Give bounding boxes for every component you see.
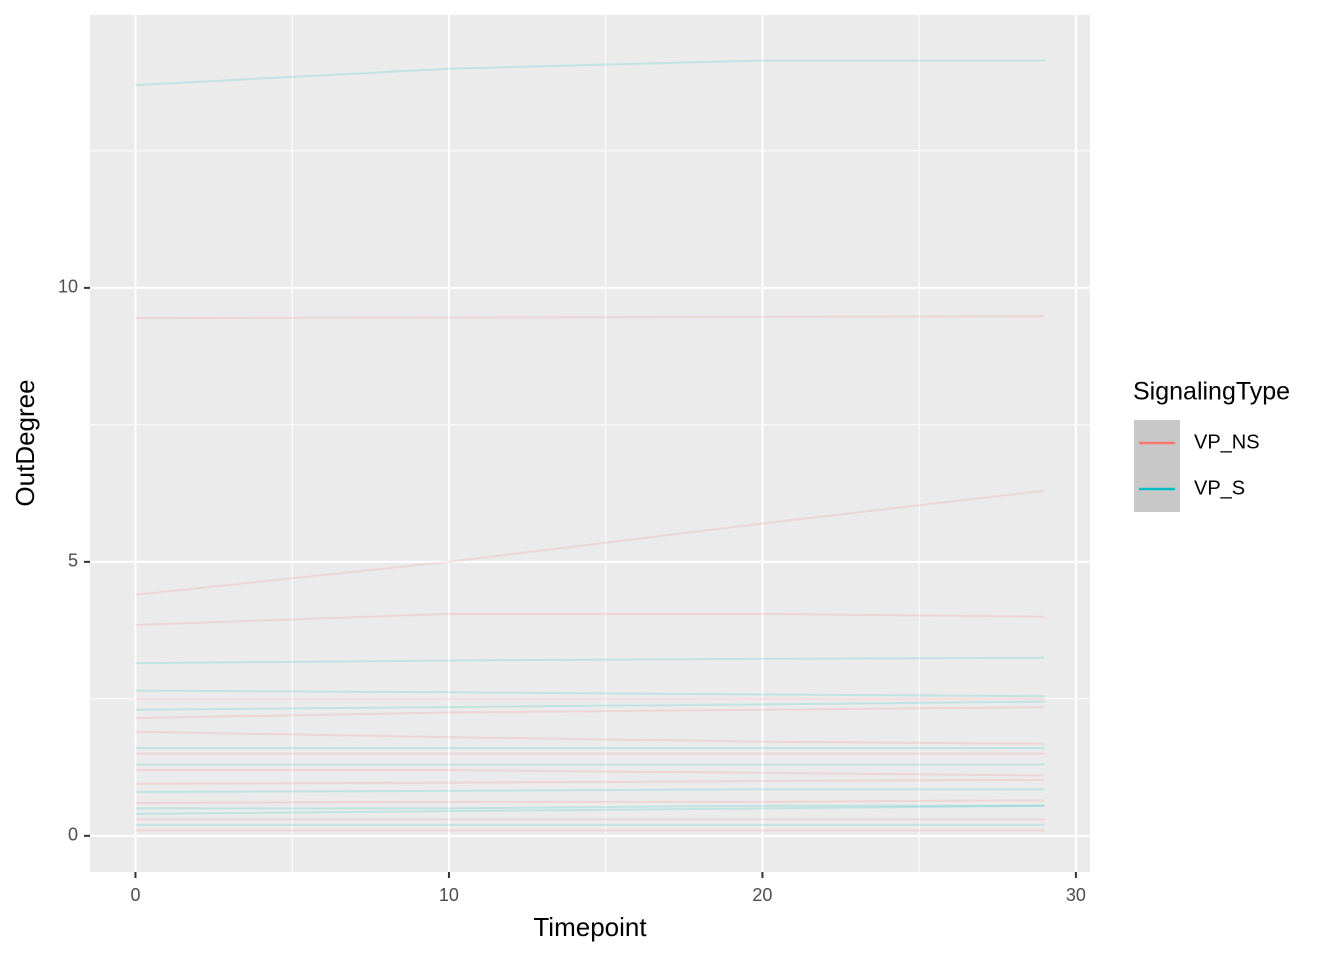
grid xyxy=(90,15,1090,872)
panel xyxy=(90,15,1090,872)
x-tick-label: 0 xyxy=(130,885,140,905)
legend: SignalingType VP_NS VP_S xyxy=(1133,378,1290,512)
x-axis-title: Timepoint xyxy=(533,912,647,942)
series-line xyxy=(135,804,1045,815)
series-line xyxy=(135,769,1045,777)
legend-label: VP_NS xyxy=(1194,431,1260,453)
axes: 0 10 20 30 0 5 10 xyxy=(58,277,1086,905)
y-tick-label: 0 xyxy=(68,825,78,845)
series-line xyxy=(135,489,1045,596)
series-line xyxy=(135,700,1045,711)
x-tick-label: 30 xyxy=(1066,885,1086,905)
legend-label: VP_S xyxy=(1194,477,1245,499)
series-line xyxy=(135,804,1045,810)
series-line xyxy=(135,788,1045,793)
series-line xyxy=(135,315,1045,320)
series-line xyxy=(135,59,1045,87)
series-line xyxy=(135,612,1045,626)
series-line xyxy=(135,689,1045,698)
series-line xyxy=(135,706,1045,720)
x-tick-label: 10 xyxy=(439,885,459,905)
series-line xyxy=(135,730,1045,745)
lines xyxy=(135,59,1045,832)
series-line xyxy=(135,799,1045,804)
y-tick-label: 10 xyxy=(58,277,78,297)
legend-title: SignalingType xyxy=(1133,378,1290,406)
y-axis-title: OutDegree xyxy=(10,379,40,506)
series-line xyxy=(135,778,1045,785)
y-tick-label: 5 xyxy=(68,551,78,571)
series-line xyxy=(135,656,1045,665)
x-tick-label: 20 xyxy=(752,885,772,905)
